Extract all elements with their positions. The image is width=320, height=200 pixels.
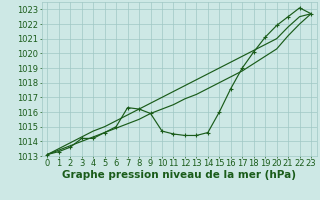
X-axis label: Graphe pression niveau de la mer (hPa): Graphe pression niveau de la mer (hPa)	[62, 170, 296, 180]
